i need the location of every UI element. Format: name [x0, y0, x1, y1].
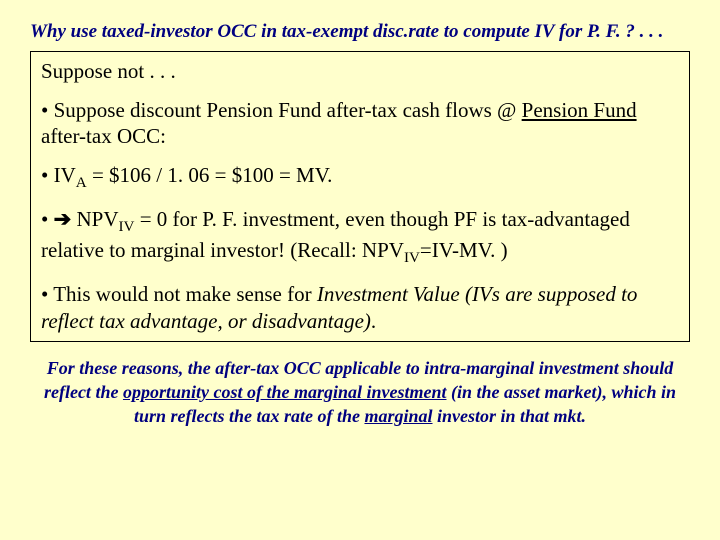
text: = $106 / 1. 06 = $100 = MV.	[87, 163, 333, 187]
subscript: A	[76, 176, 87, 192]
text: .	[371, 309, 376, 333]
text-underline: opportunity cost of the marginal investm…	[123, 382, 447, 402]
footer-text: For these reasons, the after-tax OCC app…	[30, 356, 690, 429]
para-iva: • IVA = $106 / 1. 06 = $100 = MV.	[41, 162, 679, 194]
para-suppose-not: Suppose not . . .	[41, 58, 679, 85]
text: • IV	[41, 163, 76, 187]
text: investor in that mkt.	[433, 406, 587, 426]
slide-title: Why use taxed-investor OCC in tax-exempt…	[30, 20, 690, 45]
text: NPV	[71, 207, 118, 231]
arrow-icon: ➔	[54, 208, 72, 231]
text: •	[41, 207, 54, 231]
para-sense: • This would not make sense for Investme…	[41, 281, 679, 335]
subscript: IV	[404, 251, 420, 267]
text: • Suppose discount Pension Fund after-ta…	[41, 98, 522, 122]
text: =IV-MV. )	[420, 238, 508, 262]
text-underline: marginal	[364, 406, 432, 426]
para-discount: • Suppose discount Pension Fund after-ta…	[41, 97, 679, 151]
content-box: Suppose not . . . • Suppose discount Pen…	[30, 51, 690, 342]
text: after-tax OCC:	[41, 124, 166, 148]
para-npv: • ➔ NPVIV = 0 for P. F. investment, even…	[41, 206, 679, 269]
subscript: IV	[118, 219, 134, 235]
text-underline: Pension Fund	[522, 98, 637, 122]
text: • This would not make sense for	[41, 282, 317, 306]
